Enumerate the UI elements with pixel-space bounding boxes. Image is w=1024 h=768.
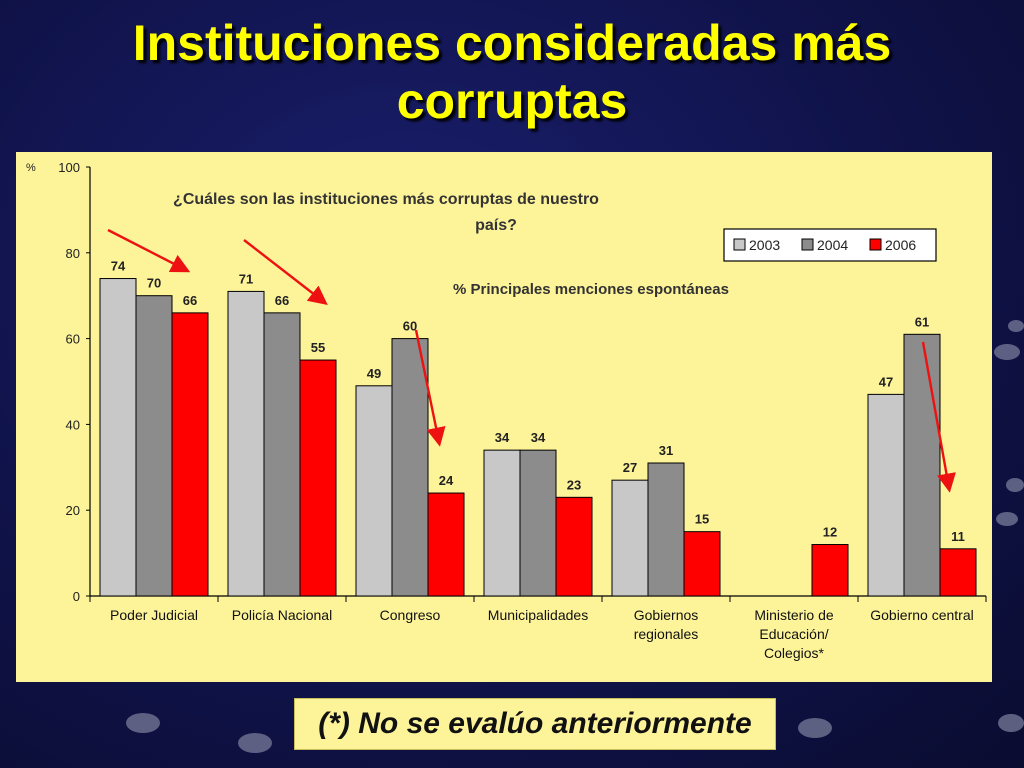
bar-2004 — [647, 462, 685, 597]
data-label: 34 — [531, 430, 546, 445]
trend-arrow — [107, 228, 191, 273]
data-label: 74 — [111, 259, 126, 274]
y-tick-label: 0 — [73, 589, 80, 604]
decorative-dot — [994, 344, 1020, 360]
data-label: 55 — [311, 340, 325, 355]
bar-2003 — [355, 385, 393, 597]
x-category-label: Gobiernos — [634, 607, 699, 623]
x-category-label: Congreso — [380, 607, 441, 623]
data-label: 11 — [951, 529, 965, 544]
bar-2006 — [299, 359, 337, 597]
bar-2006 — [427, 492, 465, 597]
y-tick-label: 100 — [58, 160, 80, 175]
decorative-dot — [1006, 478, 1024, 492]
bar-2003 — [867, 393, 905, 597]
x-category-label: Poder Judicial — [110, 607, 198, 623]
data-label: 24 — [439, 473, 454, 488]
decorative-dot — [996, 512, 1018, 526]
decorative-dot — [798, 718, 832, 738]
bar-2003 — [611, 479, 649, 597]
bar-2004 — [519, 449, 557, 597]
bar-2003 — [99, 278, 137, 597]
x-category-label: regionales — [634, 626, 699, 642]
bar-2003 — [227, 290, 265, 597]
data-label: 31 — [659, 443, 673, 458]
chart-panel: 0 20 40 60 80 100% 74 70 66 Poder Judicial 71 66 55 P… — [16, 152, 992, 682]
x-category-label: Municipalidades — [488, 607, 588, 623]
bar-2006 — [683, 531, 721, 597]
x-category-label: Colegios* — [764, 645, 824, 661]
decorative-dot — [998, 714, 1024, 732]
data-label: 15 — [695, 512, 709, 527]
bar-2004 — [135, 295, 173, 597]
data-label: 12 — [823, 525, 837, 540]
legend-label-2003: 2003 — [749, 237, 780, 253]
data-label: 60 — [403, 319, 417, 334]
bar-2006 — [171, 312, 209, 597]
data-label: 66 — [275, 293, 289, 308]
slide-title-line-1: Instituciones consideradas más — [132, 15, 892, 71]
data-label: 66 — [183, 293, 197, 308]
trend-arrow — [414, 329, 446, 447]
y-tick-label: 20 — [66, 503, 80, 518]
data-label: 47 — [879, 374, 893, 389]
legend-label-2006: 2006 — [885, 237, 916, 253]
legend-swatch-2006 — [869, 238, 882, 251]
data-label: 70 — [147, 276, 161, 291]
bar-2004 — [903, 333, 941, 597]
legend-swatch-2003 — [733, 238, 746, 251]
legend-box — [723, 228, 937, 262]
data-label: 27 — [623, 460, 637, 475]
footnote: (*) No se evalúo anteriormente — [294, 698, 776, 750]
bar-2003 — [483, 449, 521, 597]
decorative-dot — [238, 733, 272, 753]
decorative-dot — [126, 713, 160, 733]
bar-2004 — [263, 312, 301, 597]
bar-2006 — [811, 544, 849, 597]
slide-title: Instituciones consideradas más corruptas — [0, 14, 1024, 130]
bar-chart: 0 20 40 60 80 100% 74 70 66 Poder Judicial 71 66 55 P… — [26, 160, 987, 661]
data-label: 61 — [915, 314, 929, 329]
legend-label-2004: 2004 — [817, 237, 848, 253]
x-category-label: Educación/ — [759, 626, 828, 642]
data-label: 34 — [495, 430, 510, 445]
chart-subtitle: % Principales menciones espontáneas — [453, 281, 729, 298]
chart-title-line-2: país? — [475, 217, 517, 234]
bar-2004 — [391, 338, 429, 597]
x-category-label: Policía Nacional — [232, 607, 332, 623]
y-tick-label: 60 — [66, 332, 80, 347]
y-tick-label: 40 — [66, 417, 80, 432]
y-axis-unit-label: % — [26, 162, 36, 174]
slide-title-line-2: corruptas — [396, 73, 628, 129]
data-label: 71 — [239, 271, 253, 286]
trend-arrow — [921, 341, 956, 493]
bar-2006 — [555, 496, 593, 597]
bar-2006 — [939, 548, 977, 597]
trend-arrow — [243, 239, 328, 305]
data-label: 23 — [567, 477, 581, 492]
y-tick-label: 80 — [66, 246, 80, 261]
decorative-dot — [1008, 320, 1024, 332]
x-category-label: Gobierno central — [870, 607, 974, 623]
legend-swatch-2004 — [801, 238, 814, 251]
chart-title-line-1: ¿Cuáles son las instituciones más corrup… — [173, 191, 599, 208]
data-label: 49 — [367, 366, 381, 381]
x-category-label: Ministerio de — [754, 607, 834, 623]
